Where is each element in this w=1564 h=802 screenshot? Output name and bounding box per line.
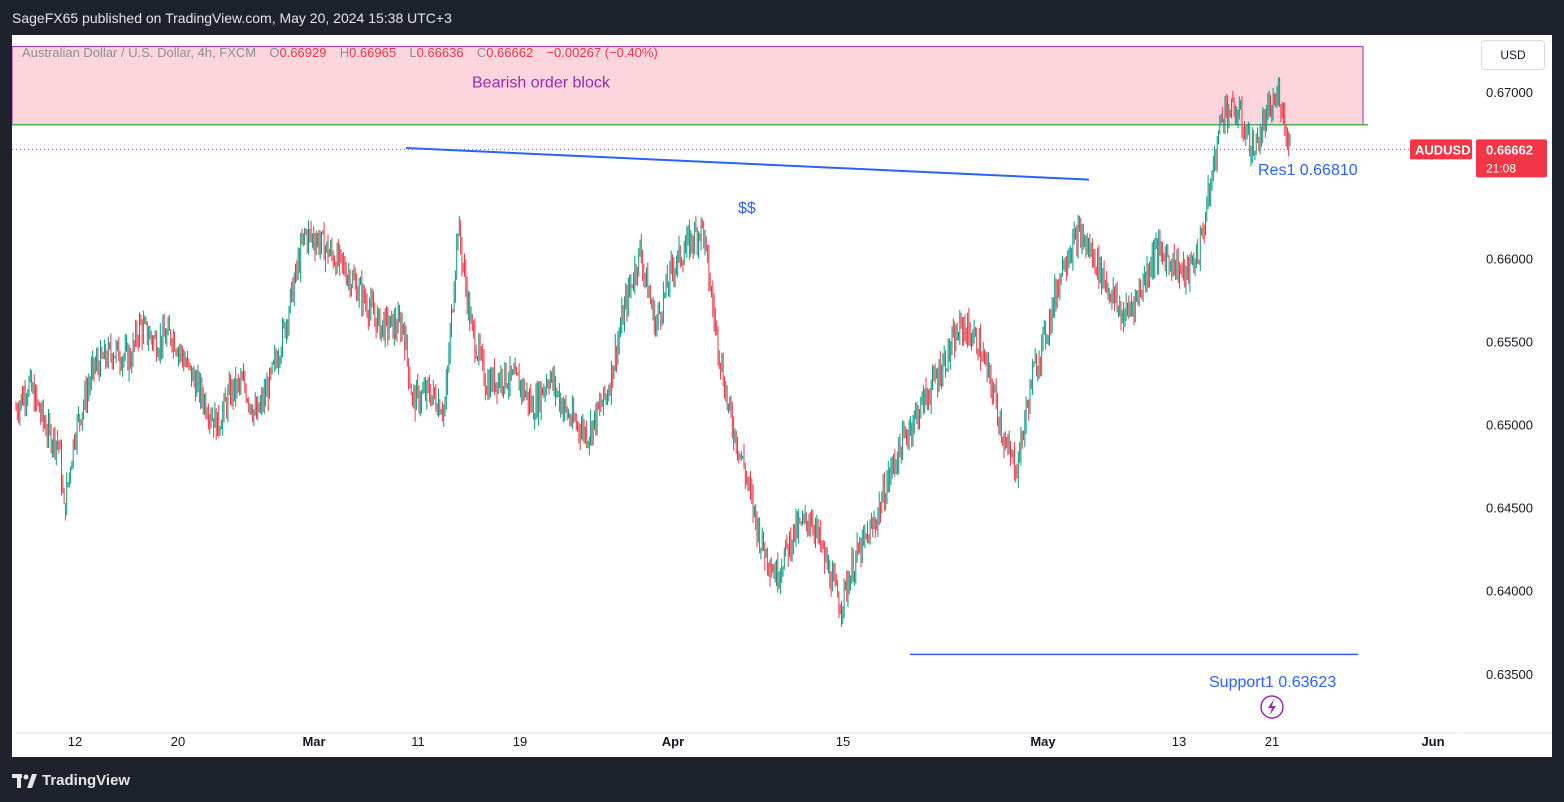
- brand-name: TradingView: [42, 772, 131, 789]
- open-label: O: [269, 45, 280, 60]
- high-label: H: [339, 45, 350, 60]
- lightning-glyph: [1268, 699, 1276, 715]
- candles-group: [15, 77, 1291, 627]
- time-tick-label: May: [1030, 734, 1056, 749]
- symbol-description: Australian Dollar / U.S. Dollar, 4h, FXC…: [22, 45, 257, 60]
- time-tick-label: 11: [411, 734, 425, 749]
- bearish-order-block-label: Bearish order block: [472, 75, 611, 92]
- countdown-timer: 21:08: [1486, 161, 1516, 175]
- last-price-tag-bg: [1476, 139, 1547, 178]
- price-tick-label: 0.67000: [1486, 85, 1533, 100]
- low-label: L: [409, 45, 417, 60]
- tradingview-logo-icon: [12, 773, 38, 788]
- price-tick-label: 0.65500: [1486, 334, 1533, 349]
- liquidity-trend-line: [405, 147, 1090, 181]
- close-label: C: [476, 45, 487, 60]
- close-value: 0.66662: [486, 45, 534, 60]
- time-tick-label: 20: [171, 734, 185, 749]
- time-tick-label: 13: [1172, 734, 1186, 749]
- time-tick-label: 15: [836, 734, 850, 749]
- open-value: 0.66929: [279, 45, 327, 60]
- res1-label: Res1 0.66810: [1258, 162, 1358, 179]
- price-tick-label: 0.63500: [1486, 667, 1533, 682]
- high-value: 0.66965: [349, 45, 397, 60]
- symbol-tag-label: AUDUSD: [1415, 142, 1471, 157]
- bearish-order-block-zone: [12, 46, 1364, 126]
- time-tick-label: 21: [1265, 734, 1279, 749]
- time-tick-label: Jun: [1421, 734, 1444, 749]
- currency-button[interactable]: USD: [1481, 40, 1545, 70]
- price-change: −0.00267 (−0.40%): [546, 45, 658, 60]
- liquidity-label: $$: [738, 200, 756, 217]
- symbol-tag-bg: [1410, 139, 1472, 160]
- price-tick-label: 0.65000: [1486, 418, 1533, 433]
- low-value: 0.66636: [416, 45, 464, 60]
- support1-label: Support1 0.63623: [1209, 674, 1336, 691]
- top-bar: SageFX65 published on TradingView.com, M…: [0, 0, 1564, 36]
- time-tick-label: Mar: [302, 734, 325, 749]
- footer: TradingView: [0, 757, 1564, 802]
- publisher-line: SageFX65 published on TradingView.com, M…: [12, 10, 452, 26]
- last-price-value: 0.66662: [1486, 142, 1533, 157]
- tradingview-brand[interactable]: TradingView: [12, 772, 130, 789]
- price-chart[interactable]: Bearish order block $$ Res1 0.66810 Support…: [12, 35, 1552, 757]
- time-tick-label: Apr: [662, 734, 684, 749]
- time-tick-label: 12: [68, 734, 82, 749]
- chart-area[interactable]: Bearish order block $$ Res1 0.66810 Support…: [12, 35, 1552, 757]
- price-tick-label: 0.64000: [1486, 584, 1533, 599]
- price-tick-label: 0.66000: [1486, 251, 1533, 266]
- time-tick-label: 19: [513, 734, 527, 749]
- price-tick-label: 0.64500: [1486, 501, 1533, 516]
- symbol-legend: Australian Dollar / U.S. Dollar, 4h, FXC…: [22, 45, 658, 60]
